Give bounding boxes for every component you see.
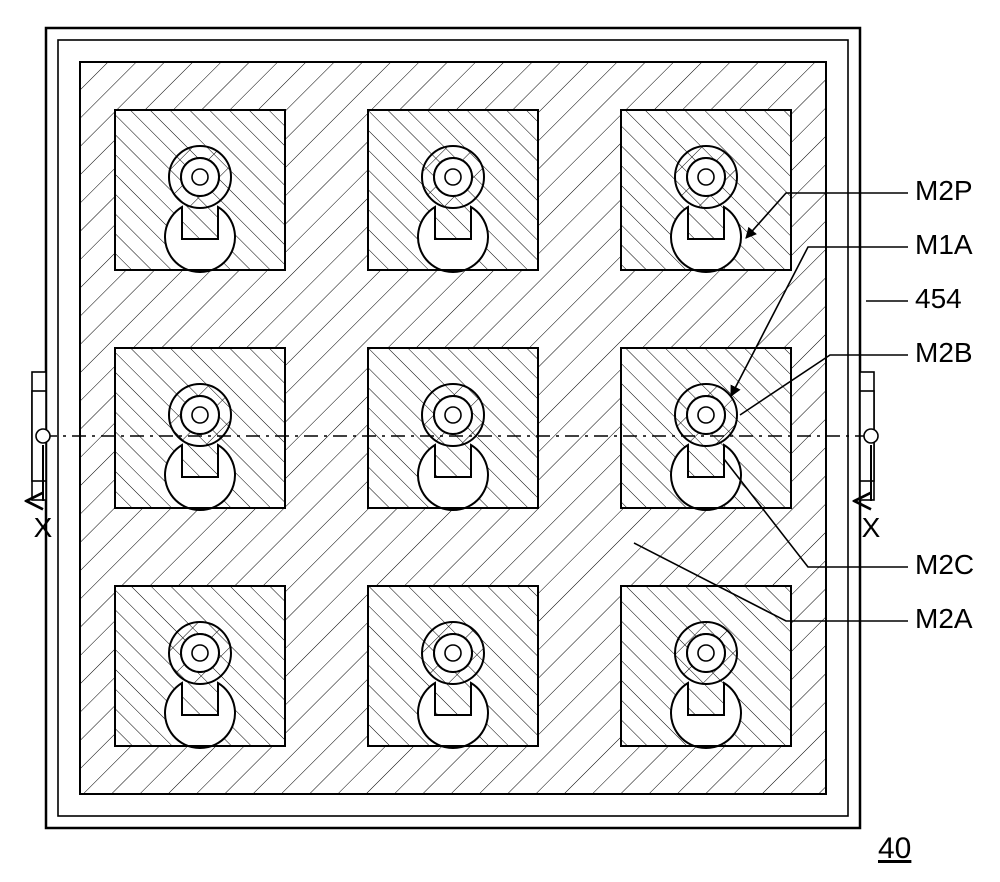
grid-cell [621, 110, 791, 272]
label-m2c: M2C [915, 549, 974, 580]
label-m1a: M1A [915, 229, 973, 260]
center-dot [445, 645, 461, 661]
label-m2p: M2P [915, 175, 973, 206]
center-dot [192, 169, 208, 185]
grid-cell [115, 110, 285, 272]
section-marker-right [864, 429, 878, 443]
grid-cell [115, 586, 285, 748]
center-dot [192, 407, 208, 423]
center-dot [698, 645, 714, 661]
section-label: X [34, 512, 53, 543]
center-dot [192, 645, 208, 661]
grid-cell [368, 348, 538, 510]
center-dot [698, 407, 714, 423]
center-dot [698, 169, 714, 185]
diagram-stage: X X M2P M1A 454 M2B M2C M2A 40 [0, 0, 1000, 882]
label-m2b: M2B [915, 337, 973, 368]
label-m2a: M2A [915, 603, 973, 634]
grid-cell [115, 348, 285, 510]
section-label: X [862, 512, 881, 543]
center-dot [445, 169, 461, 185]
section-marker-left [36, 429, 50, 443]
center-dot [445, 407, 461, 423]
grid-cell [368, 586, 538, 748]
grid-cell [621, 348, 791, 510]
grid-cell [368, 110, 538, 272]
label-454: 454 [915, 283, 962, 314]
figure-number: 40 [878, 832, 911, 865]
